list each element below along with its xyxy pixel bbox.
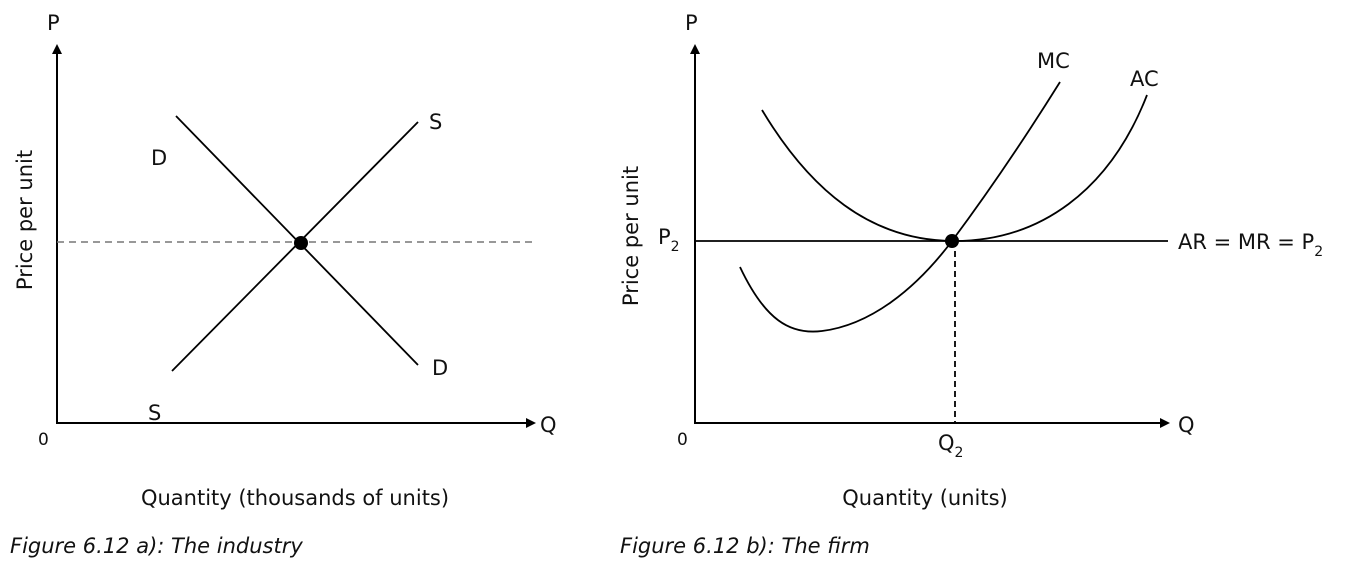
mc-curve <box>739 81 1061 333</box>
quantity-sub: 2 <box>955 445 964 461</box>
revenue-label: AR = MR = P2 <box>1178 230 1323 260</box>
quantity-label: Q2 <box>938 431 963 461</box>
industry-panel: P Q 0 Price per unit Quantity (thousands… <box>10 11 557 558</box>
quantity-text: Q <box>938 431 955 455</box>
y-axis-letter: P <box>47 11 60 35</box>
caption: Figure 6.12 a): The industry <box>10 534 303 558</box>
x-axis-letter: Q <box>1178 413 1195 437</box>
mc-label: MC <box>1037 49 1070 73</box>
demand-label: D <box>151 146 167 170</box>
x-axis-label: Quantity (thousands of units) <box>141 486 449 510</box>
ac-label: AC <box>1130 67 1159 91</box>
caption: Figure 6.12 b): The firm <box>620 534 870 558</box>
y-axis-label: Price per unit <box>13 150 37 290</box>
firm-panel: P Q 0 Price per unit Quantity (units) MC… <box>619 11 1323 558</box>
price-label: P2 <box>658 225 680 255</box>
supply-label: S <box>429 110 442 134</box>
revenue-sub: 2 <box>1314 244 1323 260</box>
ac-curve <box>761 94 1148 242</box>
origin: 0 <box>677 430 688 450</box>
y-axis-letter: P <box>685 11 698 35</box>
price-text: P <box>658 225 671 249</box>
price-sub: 2 <box>671 239 680 255</box>
x-axis-letter: Q <box>540 413 557 437</box>
x-axis-label: Quantity (units) <box>842 486 1007 510</box>
equilibrium-point <box>945 234 959 248</box>
equilibrium-point <box>294 236 308 250</box>
supply-label: S <box>148 401 161 425</box>
revenue-text: AR = MR = P <box>1178 230 1314 254</box>
origin: 0 <box>38 430 49 450</box>
y-axis-label: Price per unit <box>619 166 643 306</box>
demand-label: D <box>432 356 448 380</box>
